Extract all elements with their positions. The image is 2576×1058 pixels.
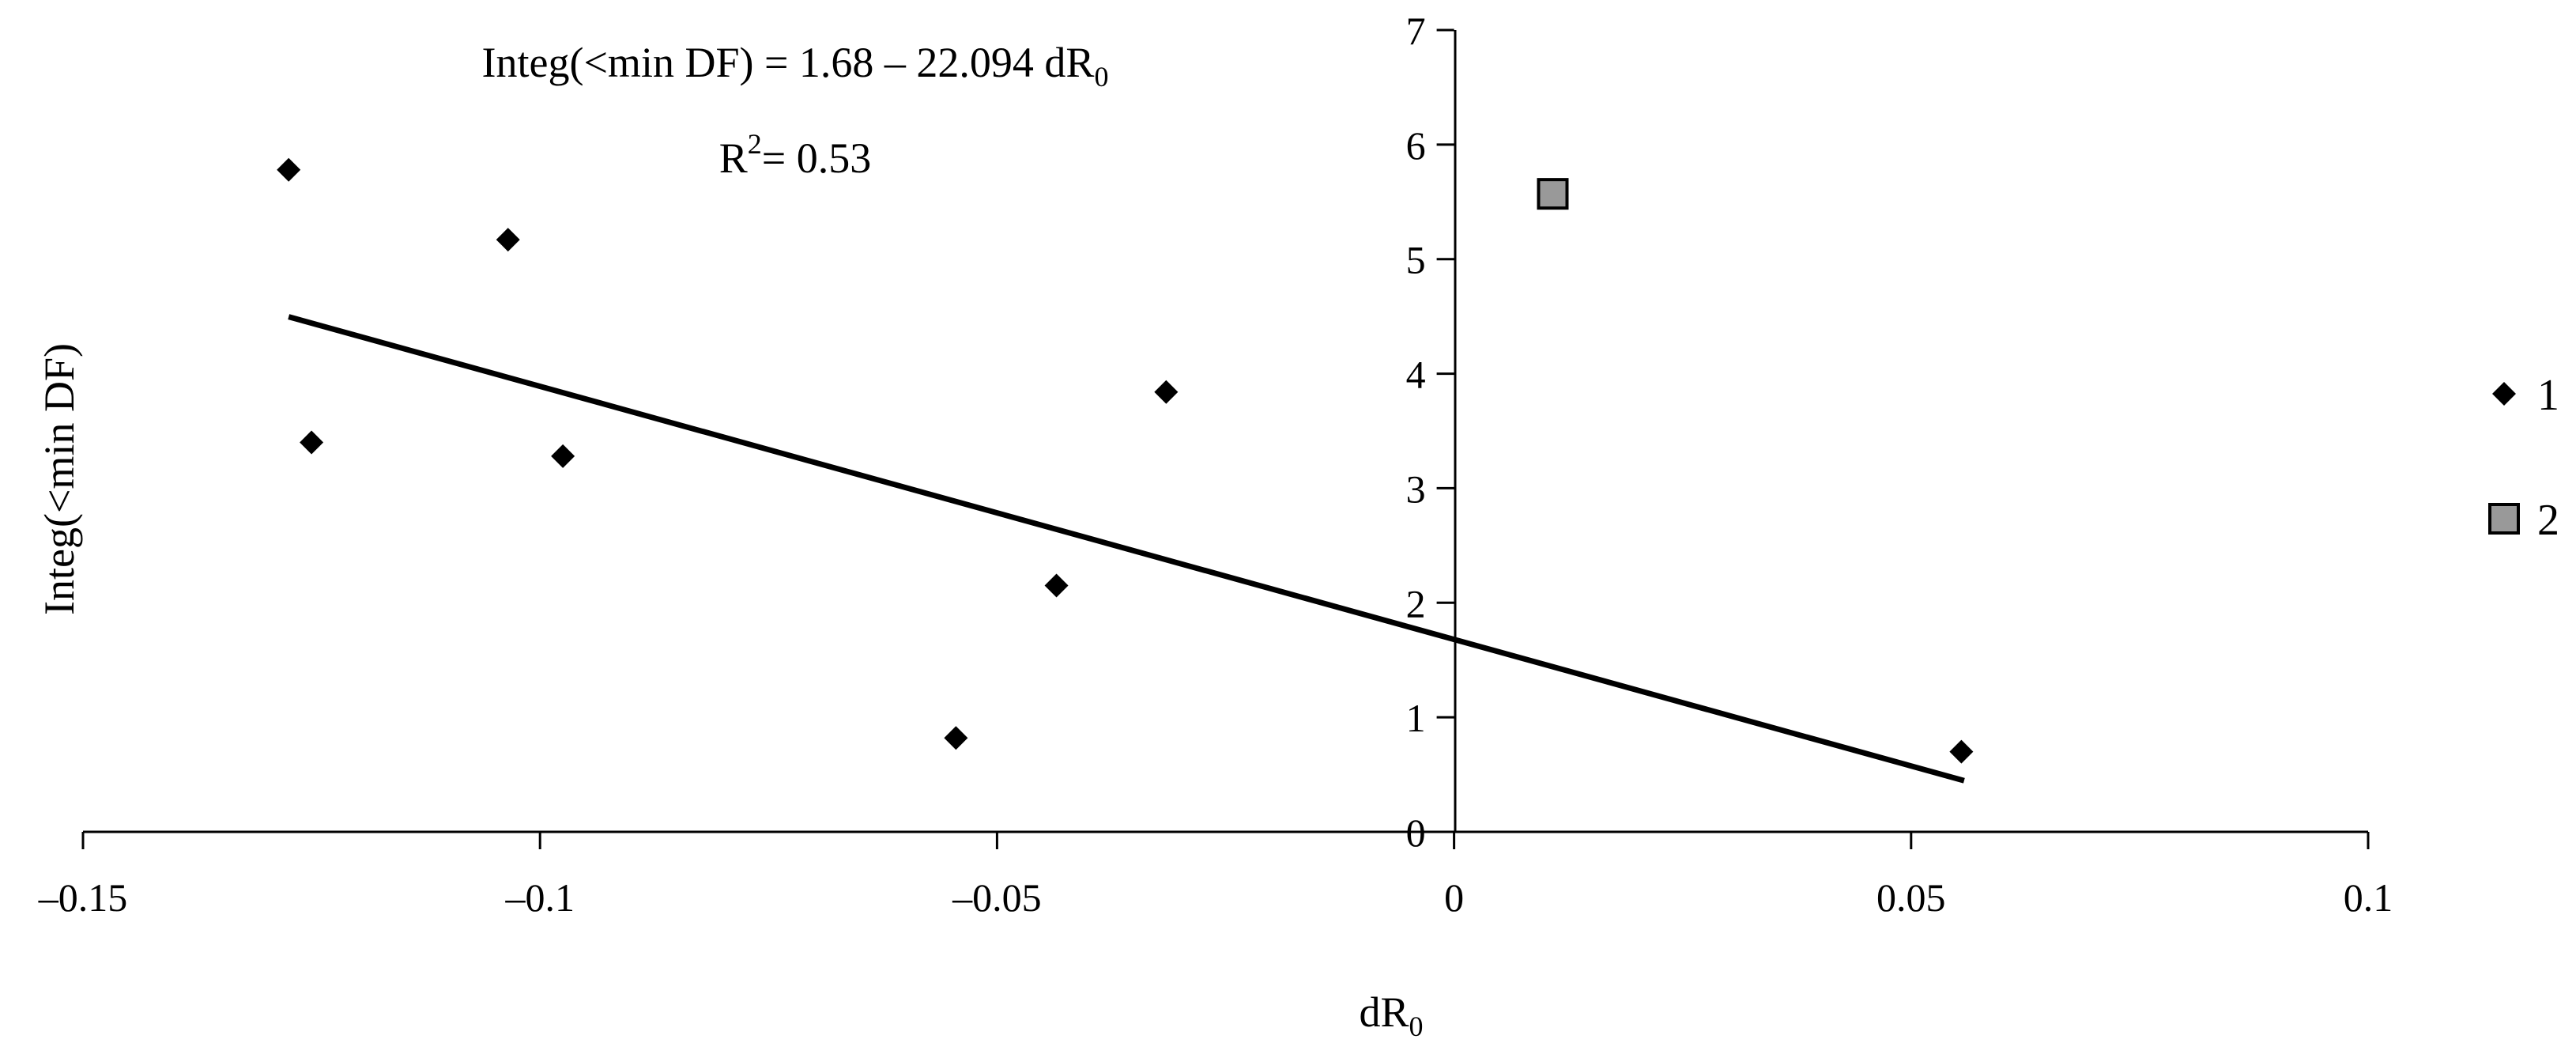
y-axis-title: Integ(<min DF) bbox=[36, 343, 83, 615]
data-point-series-2 bbox=[1537, 178, 1569, 210]
y-axis-ticks: 0 1 2 3 4 5 6 7 bbox=[1406, 9, 1454, 855]
legend-marker bbox=[2488, 503, 2520, 535]
legend: 12 bbox=[2488, 371, 2559, 545]
x-tick-label: 0 bbox=[1444, 875, 1464, 920]
x-tick-label: 0.1 bbox=[2344, 875, 2393, 920]
r-squared-annotation: R2= 0.53 bbox=[719, 128, 872, 182]
x-axis-title: dR0 bbox=[1359, 988, 1423, 1042]
x-axis-ticks: –0.15 –0.1 –0.05 0 0.05 0.1 bbox=[38, 832, 2393, 920]
data-point-series-1 bbox=[1949, 739, 1974, 764]
r-squared-superscript: 2 bbox=[748, 128, 762, 160]
data-points bbox=[277, 157, 1974, 764]
equation-text: Integ(<min DF) = 1.68 – 22.094 dR bbox=[482, 39, 1095, 86]
data-point-series-1 bbox=[1044, 573, 1069, 598]
data-point-series-1 bbox=[1154, 380, 1179, 404]
data-point-series-1 bbox=[944, 726, 968, 750]
equation-annotation: Integ(<min DF) = 1.68 – 22.094 dR0 bbox=[482, 39, 1109, 93]
x-axis-title-text: dR bbox=[1359, 988, 1409, 1036]
data-point-series-1 bbox=[551, 444, 575, 468]
y-tick-label: 7 bbox=[1406, 9, 1426, 53]
y-tick-label: 1 bbox=[1406, 696, 1426, 740]
y-tick-label: 5 bbox=[1406, 238, 1426, 282]
y-tick-label: 3 bbox=[1406, 467, 1426, 511]
y-tick-label: 0 bbox=[1406, 811, 1426, 855]
x-tick-label: –0.15 bbox=[38, 875, 128, 920]
x-tick-label: –0.05 bbox=[952, 875, 1042, 920]
data-point-series-1 bbox=[277, 157, 301, 182]
y-tick-label: 4 bbox=[1406, 353, 1426, 397]
data-point-series-1 bbox=[496, 228, 520, 252]
x-tick-label: 0.05 bbox=[1876, 875, 1946, 920]
legend-label: 1 bbox=[2537, 371, 2559, 420]
legend-label: 2 bbox=[2537, 496, 2559, 545]
y-tick-label: 2 bbox=[1406, 581, 1426, 625]
data-point-series-1 bbox=[300, 430, 324, 455]
x-tick-label: –0.1 bbox=[504, 875, 575, 920]
legend-marker bbox=[2492, 382, 2516, 406]
y-tick-label: 6 bbox=[1406, 123, 1426, 168]
r-squared-value: = 0.53 bbox=[762, 134, 871, 182]
r-squared-symbol: R bbox=[719, 134, 748, 182]
x-axis-title-subscript: 0 bbox=[1409, 1011, 1424, 1042]
trend-line bbox=[288, 314, 1965, 784]
equation-subscript: 0 bbox=[1094, 61, 1108, 93]
